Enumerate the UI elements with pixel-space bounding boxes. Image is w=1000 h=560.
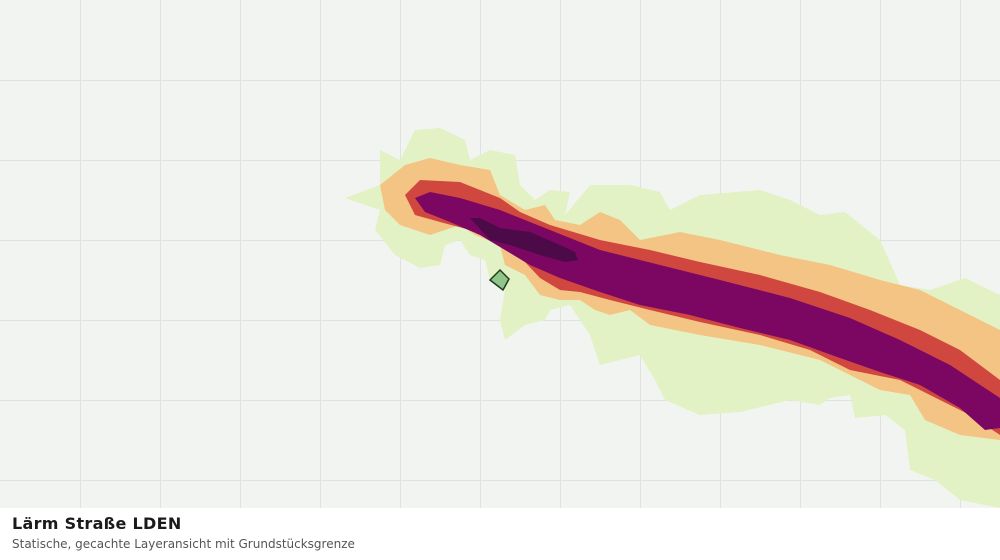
parcel-boundary[interactable] <box>488 268 510 292</box>
caption: Lärm Straße LDEN Statische, gecachte Lay… <box>0 508 1000 560</box>
map-title: Lärm Straße LDEN <box>12 514 182 533</box>
noise-zone-extreme <box>470 218 578 262</box>
map-subtitle: Statische, gecachte Layeransicht mit Gru… <box>12 537 355 551</box>
map <box>0 0 1000 508</box>
